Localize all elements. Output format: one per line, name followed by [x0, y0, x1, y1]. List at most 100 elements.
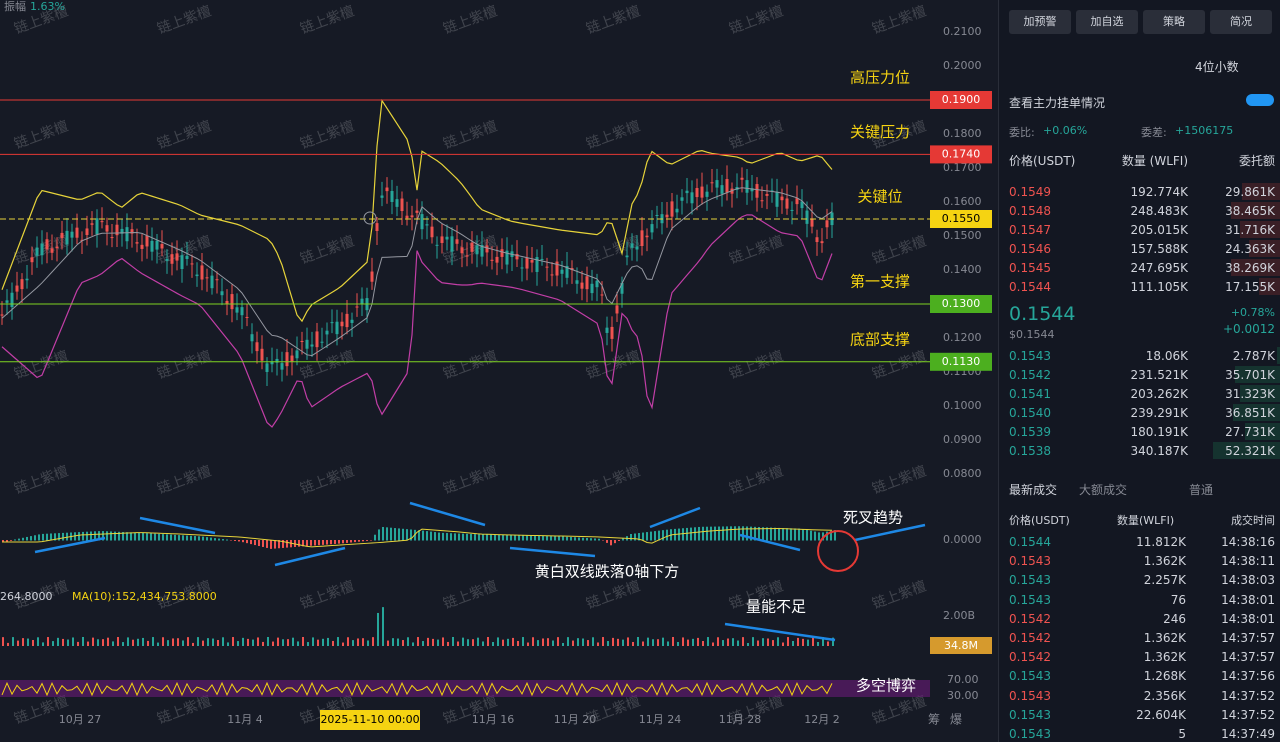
candle [525, 257, 529, 269]
macd-bar [46, 533, 48, 541]
watermark: 链上紫檀 [727, 117, 785, 152]
volume-bar [492, 642, 494, 646]
volume-bar [352, 640, 354, 646]
candle [795, 198, 799, 205]
candle [295, 350, 299, 359]
volume-bar [577, 638, 579, 646]
trade-price: 0.1543 [1009, 688, 1051, 703]
volume-bar [682, 637, 684, 646]
candle [715, 180, 719, 188]
macd-bar [798, 528, 800, 541]
volume-bar [622, 639, 624, 646]
tab[interactable]: 最新成交 [1009, 483, 1058, 497]
book-cell: 205.015K [1130, 223, 1189, 237]
watermark: 链上紫檀 [12, 117, 70, 152]
book-cell: 0.1543 [1009, 349, 1051, 363]
candle [10, 292, 14, 307]
macd-bar [34, 535, 36, 541]
macd-bar [482, 534, 484, 541]
mid-usd: $0.1544 [1009, 328, 1055, 341]
level-note: 底部支撑 [850, 330, 910, 348]
volume-bar [812, 637, 814, 646]
watermark: 链上紫檀 [727, 2, 785, 37]
macd-bar [214, 538, 216, 541]
macd-bar [666, 529, 668, 541]
volume-bar [402, 640, 404, 646]
macd-bar [566, 536, 568, 541]
candle [685, 190, 689, 194]
volume-bar [272, 641, 274, 646]
tab[interactable]: 大额成交 [1079, 483, 1128, 497]
macd-bar [518, 535, 520, 541]
arrow [139, 516, 216, 535]
button[interactable]: 简况 [1210, 10, 1272, 34]
volume-bar [397, 638, 399, 646]
volume-bar [767, 638, 769, 646]
volume-last: 34.8M [944, 639, 978, 652]
macd-bar [250, 540, 252, 545]
rsi-line [1, 681, 833, 697]
watermark: 链上紫檀 [441, 117, 499, 152]
tab[interactable]: 普通 [1189, 483, 1214, 497]
candle [270, 361, 274, 365]
macd-bar [654, 531, 656, 541]
candle [100, 221, 104, 223]
macd-bar [538, 535, 540, 541]
book-cell: 0.1548 [1009, 204, 1051, 218]
macd-bar [702, 526, 704, 541]
candle [190, 263, 194, 265]
corner: 爆 [950, 713, 962, 727]
macd-bar [442, 532, 444, 541]
candle [40, 243, 44, 256]
macd-bar [218, 538, 220, 541]
macd-bar [658, 530, 660, 541]
candle [695, 188, 699, 198]
candle [330, 322, 334, 324]
candle [85, 228, 89, 235]
candle [825, 220, 829, 228]
macd-bar [406, 529, 408, 541]
mid-price: 0.1544 [1009, 303, 1076, 325]
candle [355, 306, 359, 308]
volume-bar [187, 637, 189, 646]
macd-bar [542, 535, 544, 541]
macd-bar [694, 527, 696, 541]
candle [315, 331, 319, 348]
macd-bar [466, 533, 468, 541]
candle [230, 294, 234, 310]
macd-bar [510, 534, 512, 541]
price-tick: 0.2100 [943, 25, 982, 38]
candle [665, 214, 669, 218]
macd-bar [410, 529, 412, 541]
macd-bar [562, 536, 564, 541]
macd-bar [638, 533, 640, 541]
candle [105, 225, 109, 232]
volume-bar [417, 637, 419, 646]
candle [165, 258, 169, 261]
button[interactable]: 加预警 [1009, 10, 1071, 34]
price-tick: 0.1200 [943, 331, 982, 344]
book-cell: 248.483K [1130, 204, 1189, 218]
button[interactable]: 加自选 [1076, 10, 1138, 34]
main-orders[interactable]: 查看主力挂单情况 [1009, 96, 1106, 110]
macd-bar [614, 540, 616, 544]
macd-bar [190, 535, 192, 541]
macd-bar [458, 533, 460, 541]
trade-qty: 1.362K [1143, 554, 1186, 569]
button[interactable]: 策略 [1143, 10, 1205, 34]
x-label: 11月 28 [719, 713, 762, 726]
volume-bar [467, 639, 469, 646]
rsi-note: 多空博弈 [856, 677, 916, 695]
macd-bar [770, 527, 772, 541]
volume-bar [62, 638, 64, 646]
volume-bar [117, 637, 119, 646]
macd-bar [126, 532, 128, 541]
decimals[interactable]: 4位小数 [1195, 60, 1239, 74]
volume-bar [832, 637, 834, 646]
volume-bar [382, 607, 384, 646]
macd-bar [130, 532, 132, 541]
candle [620, 282, 624, 294]
arrow [409, 501, 486, 527]
macd-bar [314, 540, 316, 546]
volume-bar [667, 641, 669, 646]
